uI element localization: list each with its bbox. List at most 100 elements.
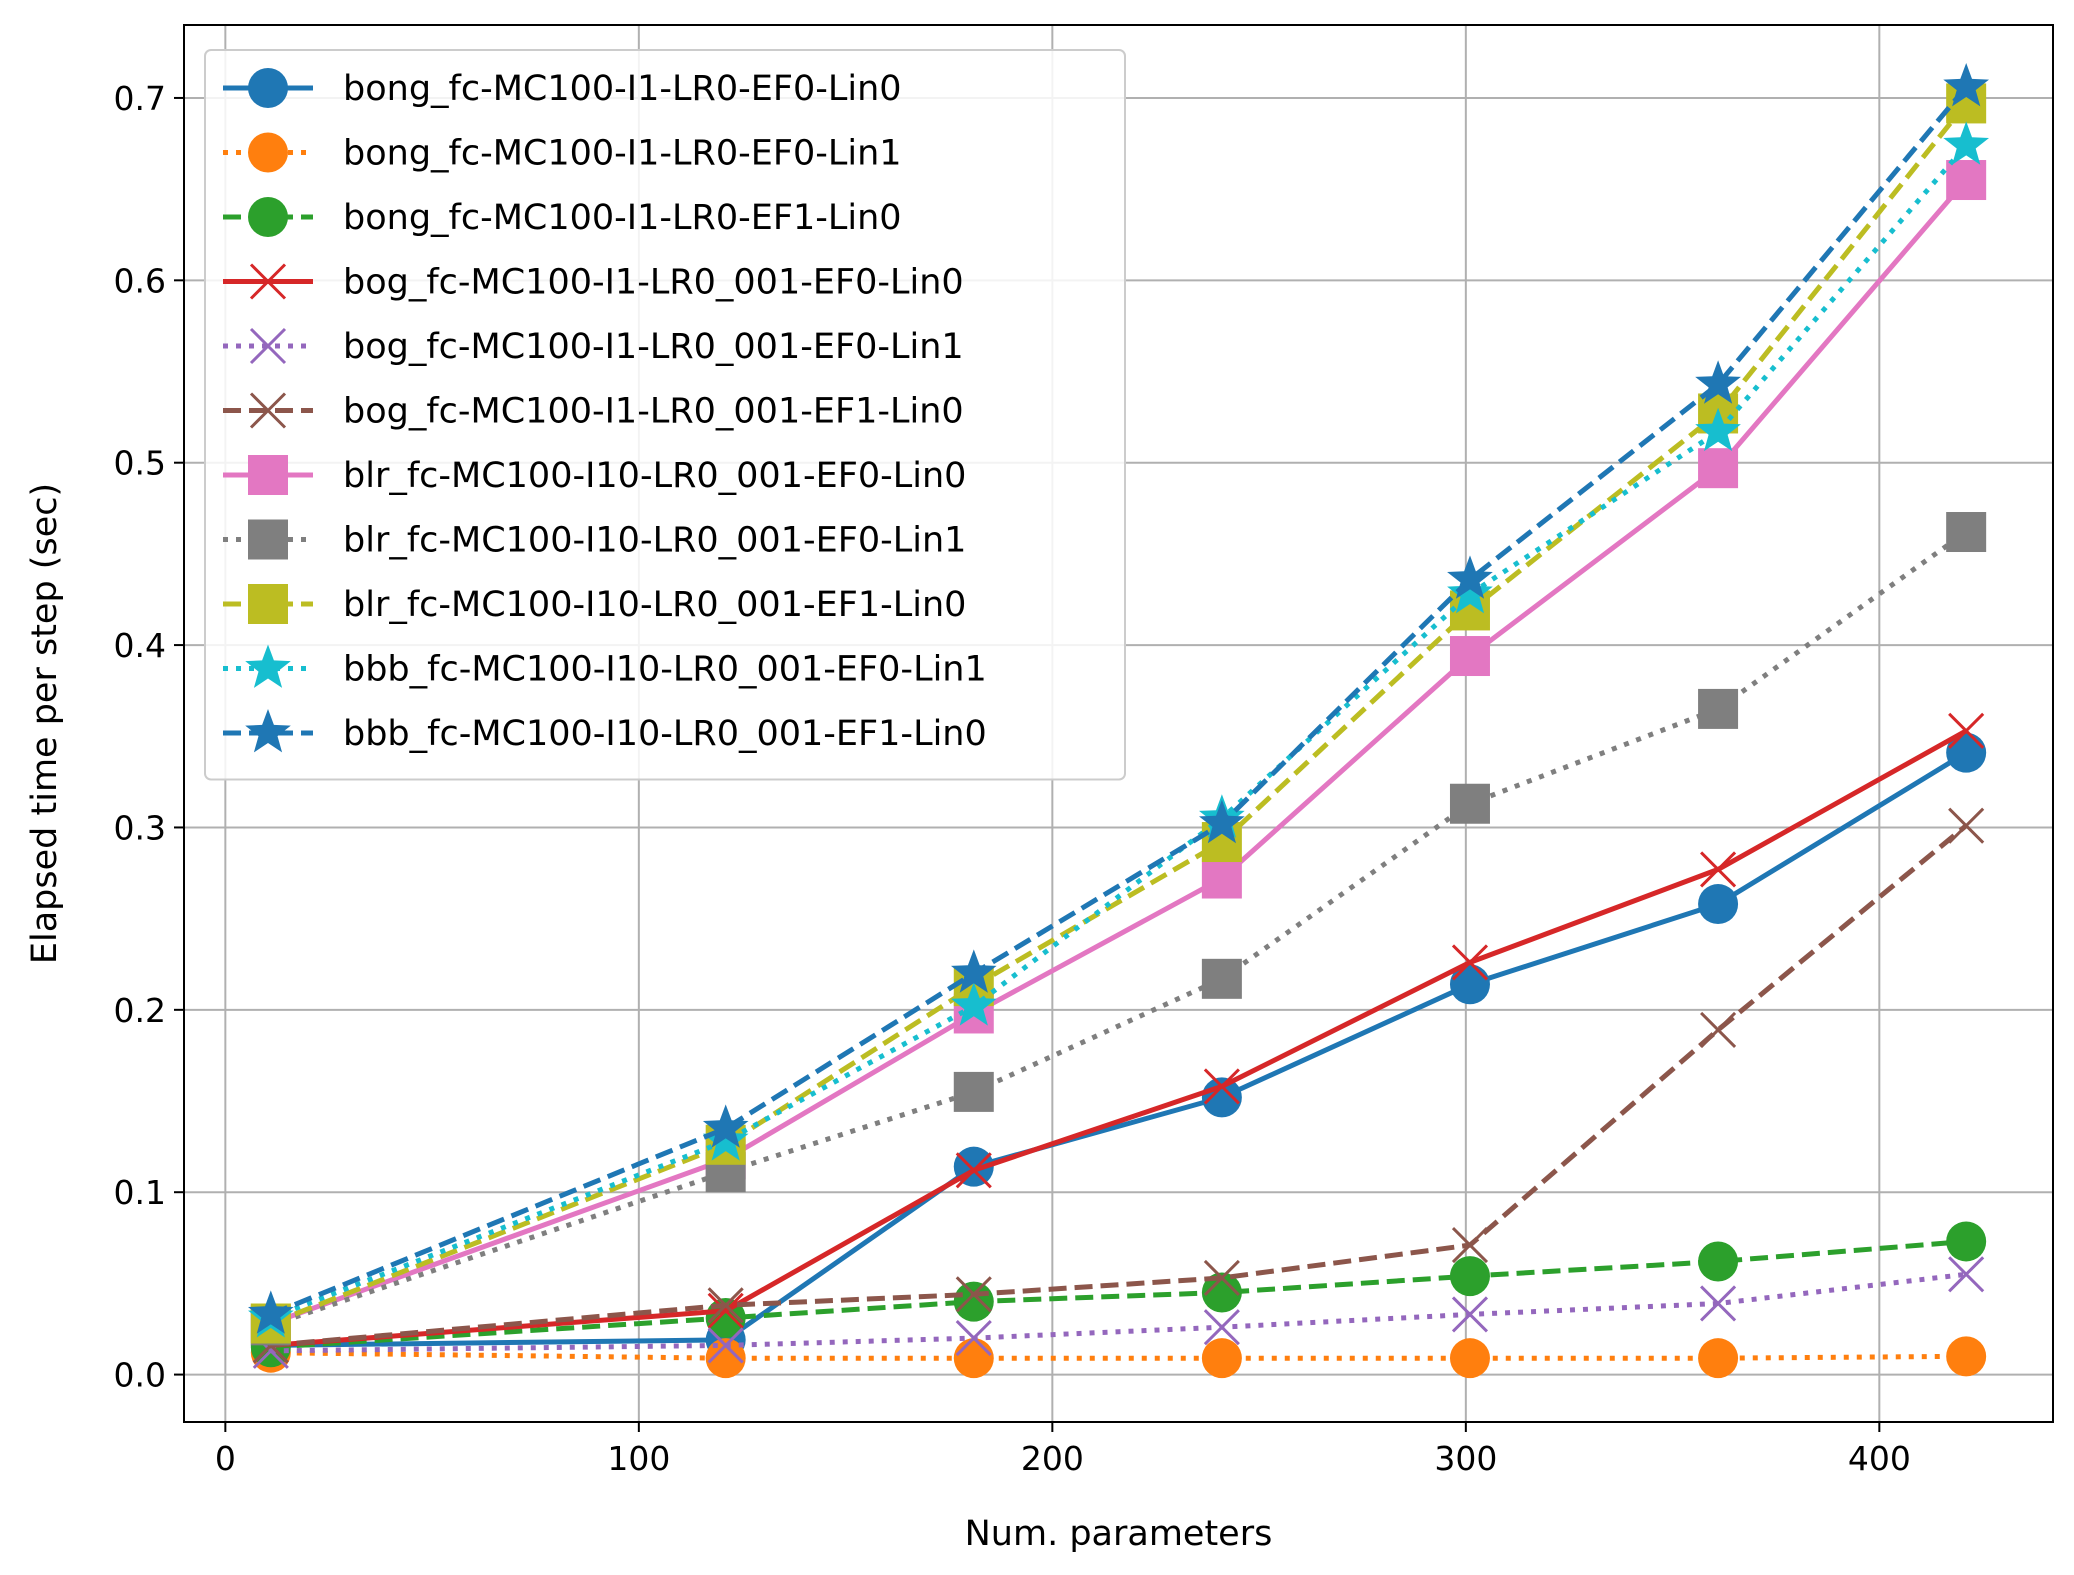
legend-label: blr_fc-MC100-I10-LR0_001-EF1-Lin0 [343, 585, 966, 625]
y-tick-label: 0.3 [114, 808, 166, 847]
legend-label: bbb_fc-MC100-I10-LR0_001-EF1-Lin0 [343, 714, 987, 754]
legend-marker [248, 68, 288, 108]
data-point [953, 1281, 994, 1322]
legend-entry: blr_fc-MC100-I10-LR0_001-EF0-Lin0 [223, 455, 966, 496]
legend-label: bog_fc-MC100-I1-LR0_001-EF1-Lin0 [343, 392, 964, 432]
axis-ticks: 0 100 200 300 400 0.0 0.1 0.2 0.3 0.4 0.5 0.6 0.7 [114, 79, 1911, 1478]
data-point [1948, 1256, 1985, 1293]
data-point [702, 1117, 749, 1161]
legend-entry: blr_fc-MC100-I10-LR0_001-EF1-Lin0 [223, 584, 966, 625]
data-point [1700, 851, 1737, 888]
legend-label: bbb_fc-MC100-I10-LR0_001-EF0-Lin1 [343, 650, 987, 690]
data-point [1449, 636, 1490, 677]
data-point [1451, 1227, 1489, 1264]
legend-entry: bog_fc-MC100-I1-LR0_001-EF0-Lin1 [223, 327, 964, 367]
series-layer [248, 63, 1989, 1379]
legend-marker [248, 455, 288, 495]
legend-entry: bbb_fc-MC100-I10-LR0_001-EF1-Lin0 [223, 709, 987, 754]
data-point [705, 1338, 746, 1379]
x-tick-label: 400 [1848, 1439, 1911, 1478]
legend-marker [249, 392, 287, 429]
x-tick-label: 100 [607, 1439, 670, 1478]
data-point [1447, 555, 1493, 599]
legend-label: bog_fc-MC100-I1-LR0_001-EF0-Lin1 [343, 327, 964, 367]
data-point [1203, 1068, 1240, 1105]
data-point [955, 1276, 992, 1313]
legend-box [204, 49, 1126, 781]
data-point [1695, 407, 1741, 452]
data-point [702, 1104, 749, 1148]
legend-marker [249, 327, 287, 365]
legend: bong_fc-MC100-I1-LR0-EF0-Lin0 bong_fc-MC1… [204, 49, 1126, 781]
legend-label: bog_fc-MC100-I1-LR0_001-EF0-Lin0 [343, 263, 964, 303]
legend-marker [248, 584, 288, 624]
data-point [1943, 121, 1989, 165]
data-point [955, 1320, 992, 1357]
data-point [248, 1290, 294, 1334]
data-point [1201, 1272, 1242, 1313]
y-tick-label: 0.2 [114, 991, 166, 1030]
data-point [1698, 448, 1739, 489]
legend-marker [245, 709, 291, 753]
data-point [1201, 1338, 1242, 1379]
data-point [1948, 807, 1985, 844]
legend-entry: bbb_fc-MC100-I10-LR0_001-EF0-Lin1 [223, 644, 987, 690]
data-point [1201, 958, 1242, 999]
data-point [1698, 884, 1739, 925]
data-point [1946, 512, 1987, 553]
legend-marker [249, 263, 287, 300]
data-point [1698, 1241, 1739, 1282]
data-point [707, 1287, 744, 1324]
data-point [951, 982, 997, 1026]
data-point [955, 1152, 992, 1189]
legend-label: blr_fc-MC100-I10-LR0_001-EF0-Lin1 [343, 521, 966, 561]
y-tick-label: 0.7 [114, 79, 166, 118]
x-tick-label: 300 [1434, 1439, 1497, 1478]
data-point [1451, 944, 1489, 981]
data-point [707, 1292, 744, 1329]
series-11 [248, 63, 1989, 1334]
data-point [953, 1338, 994, 1379]
y-axis-label: Elapsed time per step (sec) [25, 483, 65, 964]
data-point [1447, 570, 1493, 614]
data-point [1946, 160, 1987, 201]
plot-frame [183, 24, 2054, 1423]
x-tick-label: 200 [1021, 1439, 1084, 1478]
legend-entry: bong_fc-MC100-I1-LR0-EF0-Lin0 [223, 68, 902, 109]
legend-entry: bong_fc-MC100-I1-LR0-EF0-Lin1 [223, 132, 902, 174]
legend-marker [248, 519, 288, 560]
legend-marker [245, 644, 291, 688]
data-point [951, 949, 997, 993]
data-point [1201, 1077, 1242, 1118]
x-axis-label: Num. parameters [965, 1514, 1273, 1554]
data-point [1698, 688, 1739, 729]
legend-entry: bong_fc-MC100-I1-LR0-EF1-Lin0 [223, 197, 902, 238]
legend-marker [248, 197, 288, 237]
legend-label: bong_fc-MC100-I1-LR0-EF1-Lin0 [343, 198, 902, 238]
legend-entry: bog_fc-MC100-I1-LR0_001-EF0-Lin0 [223, 263, 964, 303]
legend-marker [248, 132, 288, 173]
data-point [1698, 1338, 1739, 1379]
x-tick-label: 0 [215, 1439, 236, 1478]
y-tick-label: 0.4 [114, 626, 166, 665]
data-point [1199, 799, 1245, 844]
legend-label: bong_fc-MC100-I1-LR0-EF0-Lin1 [343, 134, 902, 174]
legend-label: blr_fc-MC100-I10-LR0_001-EF0-Lin0 [343, 456, 966, 496]
data-point [1203, 1309, 1240, 1346]
legend-label: bong_fc-MC100-I1-LR0-EF0-Lin0 [343, 69, 902, 109]
y-tick-label: 0.5 [114, 444, 166, 483]
y-tick-label: 0.6 [114, 261, 166, 300]
data-point [1449, 1256, 1490, 1297]
data-point [1449, 1338, 1490, 1379]
y-tick-label: 0.0 [114, 1356, 166, 1395]
data-point [1201, 858, 1242, 899]
data-point [707, 1327, 744, 1364]
data-point [1449, 783, 1490, 824]
data-point [1948, 712, 1985, 749]
legend-entry: blr_fc-MC100-I10-LR0_001-EF0-Lin1 [223, 519, 966, 561]
data-point [1700, 1285, 1737, 1322]
data-point [1203, 1259, 1240, 1296]
data-point [1700, 1011, 1737, 1048]
data-point [1946, 1336, 1987, 1377]
